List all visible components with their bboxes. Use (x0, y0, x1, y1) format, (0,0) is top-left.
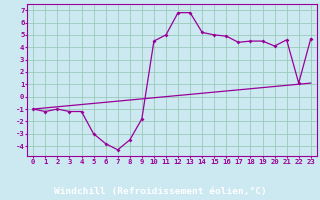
Text: Windchill (Refroidissement éolien,°C): Windchill (Refroidissement éolien,°C) (54, 187, 266, 196)
